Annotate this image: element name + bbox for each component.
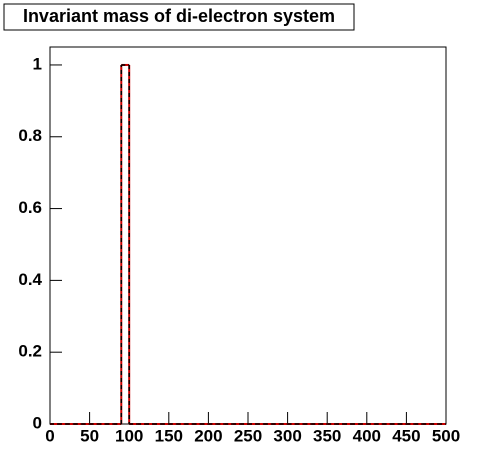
x-tick-label: 450 xyxy=(392,426,420,445)
x-tick-label: 150 xyxy=(155,426,183,445)
y-tick-label: 0.2 xyxy=(18,342,42,361)
x-tick-label: 0 xyxy=(45,426,54,445)
y-tick-label: 0.8 xyxy=(18,126,42,145)
y-tick-label: 0.4 xyxy=(18,270,42,289)
chart-title: Invariant mass of di-electron system xyxy=(23,6,335,26)
y-tick-label: 0 xyxy=(33,413,42,432)
title-box xyxy=(3,3,355,31)
x-tick-label: 200 xyxy=(194,426,222,445)
x-tick-label: 400 xyxy=(353,426,381,445)
x-tick-label: 250 xyxy=(234,426,262,445)
x-tick-label: 350 xyxy=(313,426,341,445)
x-tick-label: 500 xyxy=(432,426,460,445)
x-tick-label: 100 xyxy=(115,426,143,445)
y-tick-label: 1 xyxy=(33,54,42,73)
x-tick-label: 50 xyxy=(80,426,99,445)
y-tick-label: 0.6 xyxy=(18,198,42,217)
x-tick-label: 300 xyxy=(273,426,301,445)
